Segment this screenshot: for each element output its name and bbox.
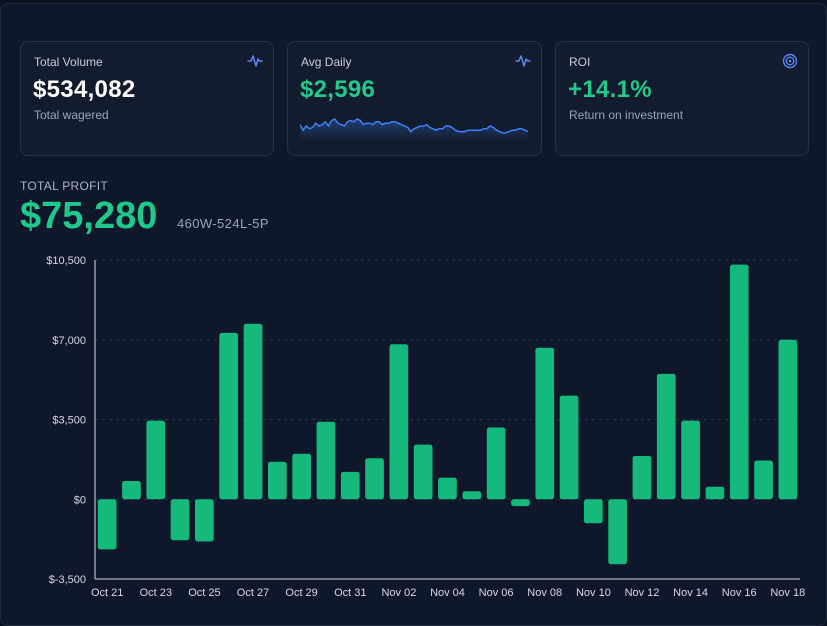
x-tick-label: Nov 10 <box>576 587 611 599</box>
activity-icon <box>515 55 531 67</box>
card-subtitle: Return on investment <box>569 108 684 122</box>
activity-icon <box>247 55 263 67</box>
bar-nov-17 <box>754 460 773 500</box>
y-tick-label: $3,500 <box>52 415 86 427</box>
bar-oct-27 <box>243 323 263 500</box>
card-value: +14.1% <box>568 76 652 103</box>
x-tick-label: Nov 02 <box>381 587 416 599</box>
bar-oct-29 <box>292 453 311 500</box>
target-icon <box>782 53 798 69</box>
x-tick-label: Oct 29 <box>285 587 317 599</box>
win-loss-record: 460W-524L-5P <box>177 216 270 231</box>
card-label: Avg Daily <box>301 55 352 69</box>
y-tick-label: $0 <box>74 494 86 506</box>
x-tick-label: Nov 04 <box>430 587 465 599</box>
total-profit-label: TOTAL PROFIT <box>20 179 109 193</box>
x-tick-label: Nov 06 <box>479 587 514 599</box>
x-tick-label: Nov 08 <box>527 587 562 599</box>
bar-nov-16 <box>729 264 749 500</box>
bar-nov-12 <box>632 456 652 500</box>
bar-nov-13 <box>656 373 676 500</box>
card-value: $2,596 <box>300 76 376 103</box>
bar-oct-24 <box>170 499 190 541</box>
bar-oct-26 <box>219 332 238 500</box>
x-tick-label: Oct 31 <box>334 587 366 599</box>
bar-nov-02 <box>389 344 409 500</box>
card-label: ROI <box>569 55 591 69</box>
x-tick-label: Nov 14 <box>673 587 708 599</box>
y-tick-label: $7,000 <box>52 335 86 347</box>
bar-nov-05 <box>462 491 482 500</box>
bar-nov-01 <box>365 458 384 500</box>
bar-oct-22 <box>122 481 141 500</box>
x-tick-label: Oct 21 <box>91 587 123 599</box>
bar-oct-30 <box>316 421 336 500</box>
bar-oct-28 <box>268 461 287 500</box>
sparkline-area <box>300 119 528 141</box>
sparkline-line <box>300 118 529 134</box>
avg-daily-card: Avg Daily $2,596 <box>287 41 542 156</box>
x-tick-label: Oct 25 <box>188 587 220 599</box>
roi-card: ROI +14.1% Return on investment <box>555 41 809 156</box>
bar-nov-10 <box>584 499 603 524</box>
bar-nov-06 <box>486 427 506 500</box>
avg-daily-sparkline <box>300 118 529 141</box>
bar-nov-18 <box>778 339 798 500</box>
bar-nov-07 <box>511 499 530 507</box>
bar-nov-14 <box>681 420 700 500</box>
x-tick-label: Oct 27 <box>237 587 269 599</box>
x-tick-label: Oct 23 <box>140 587 172 599</box>
bar-nov-03 <box>413 444 433 500</box>
bar-nov-08 <box>535 347 555 500</box>
bar-oct-21 <box>97 499 117 550</box>
total-profit-value: $75,280 <box>20 195 158 237</box>
bar-oct-31 <box>340 471 360 500</box>
card-label: Total Volume <box>34 55 103 69</box>
total-volume-card: Total Volume $534,082 Total wagered <box>20 41 274 156</box>
y-tick-label: $10,500 <box>46 255 86 267</box>
bar-nov-04 <box>438 477 457 500</box>
y-tick-label: $-3,500 <box>49 574 86 586</box>
bar-nov-09 <box>559 395 579 500</box>
bar-nov-11 <box>608 499 627 565</box>
x-tick-label: Nov 18 <box>770 587 805 599</box>
bar-oct-23 <box>146 420 166 500</box>
card-value: $534,082 <box>33 76 136 103</box>
card-subtitle: Total wagered <box>34 108 109 122</box>
bar-nov-15 <box>705 486 725 500</box>
x-tick-label: Nov 16 <box>722 587 757 599</box>
dashboard-panel: Total Volume $534,082 Total wagered Avg … <box>0 3 827 626</box>
bar-oct-25 <box>195 499 214 542</box>
x-tick-label: Nov 12 <box>625 587 660 599</box>
